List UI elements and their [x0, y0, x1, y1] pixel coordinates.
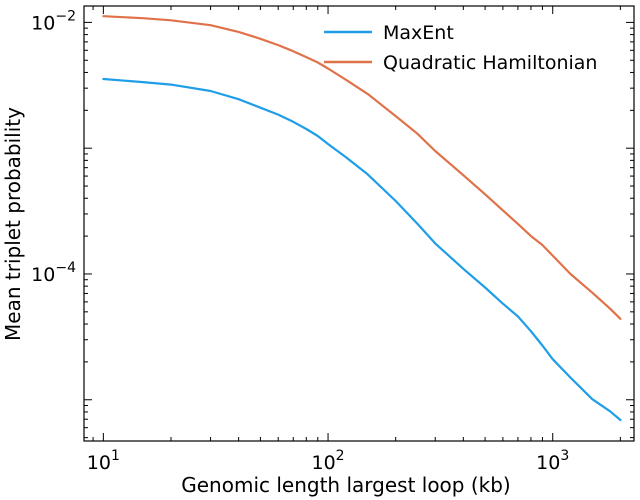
x-axis-label: Genomic length largest loop (kb) [181, 473, 510, 497]
y-tick-label: 10−4 [31, 260, 76, 286]
plot-area [83, 5, 635, 442]
x-tick-label: 103 [536, 448, 569, 474]
legend: MaxEnt Quadratic Hamiltonian [324, 22, 597, 74]
y-tick-label: 10−2 [31, 8, 76, 34]
series-line-maxent [102, 77, 622, 422]
x-tick-label: 102 [311, 448, 344, 474]
legend-label-quadratic-hamiltonian: Quadratic Hamiltonian [383, 52, 597, 74]
series-line-quadratic-hamiltonian [102, 15, 622, 320]
y-axis-label: Mean triplet probability [1, 107, 25, 341]
x-tick-label: 101 [87, 448, 120, 474]
series-layer [102, 15, 622, 422]
axis-ticks: 101 102 103 10−2 10−4 [31, 6, 634, 474]
legend-label-maxent: MaxEnt [383, 22, 454, 44]
